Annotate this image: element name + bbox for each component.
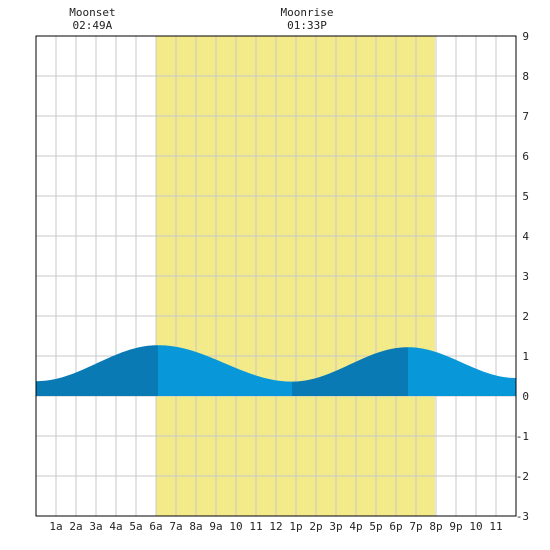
tide-falling-area [158, 345, 292, 396]
x-tick-label: 5a [129, 520, 142, 533]
y-tick-label: 2 [522, 310, 529, 323]
moon-event-time: 01:33P [287, 19, 327, 32]
x-tick-label: 2p [309, 520, 322, 533]
y-tick-label: 9 [522, 30, 529, 43]
x-tick-label: 11 [249, 520, 262, 533]
x-tick-label: 12 [269, 520, 282, 533]
x-tick-label: 9p [449, 520, 462, 533]
x-tick-label: 1a [49, 520, 62, 533]
tide-rising-area [292, 347, 408, 396]
y-tick-label: -1 [516, 430, 529, 443]
y-tick-label: -2 [516, 470, 529, 483]
y-tick-label: 1 [522, 350, 529, 363]
y-tick-label: 6 [522, 150, 529, 163]
moon-event-label: Moonset [69, 6, 115, 19]
tide-falling-area [408, 347, 516, 396]
x-tick-label: 10 [469, 520, 482, 533]
y-tick-label: 7 [522, 110, 529, 123]
x-tick-label: 4p [349, 520, 362, 533]
y-tick-label: 5 [522, 190, 529, 203]
x-tick-label: 7p [409, 520, 422, 533]
y-tick-labels: -3 -2 -1 0 1 2 3 4 5 6 7 8 9 [516, 30, 530, 523]
y-tick-label: -3 [516, 510, 529, 523]
x-tick-labels: 1a 2a 3a 4a 5a 6a 7a 8a 9a 10 11 12 1p 2p 3p 4p 5p 6p 7p 8p… [49, 520, 502, 533]
moon-event-label: Moonrise [281, 6, 334, 19]
grid-layer [36, 36, 516, 516]
x-tick-label: 9a [209, 520, 222, 533]
plot-frame [35, 35, 517, 517]
x-tick-label: 3p [329, 520, 342, 533]
x-tick-label: 10 [229, 520, 242, 533]
x-tick-label: 11 [489, 520, 502, 533]
x-tick-label: 2a [69, 520, 82, 533]
x-tick-label: 1p [289, 520, 302, 533]
y-tick-label: 0 [522, 390, 529, 403]
x-tick-label: 5p [369, 520, 382, 533]
tide-area-layer [36, 345, 516, 396]
x-tick-label: 6a [149, 520, 162, 533]
x-tick-label: 6p [389, 520, 402, 533]
plot-frame-layer [35, 35, 517, 517]
x-tick-label: 4a [109, 520, 122, 533]
y-tick-label: 8 [522, 70, 529, 83]
x-tick-label: 7a [169, 520, 182, 533]
x-tick-label: 8a [189, 520, 202, 533]
y-tick-label: 3 [522, 270, 529, 283]
x-tick-label: 3a [89, 520, 102, 533]
x-tick-label: 8p [429, 520, 442, 533]
tide-rising-area [36, 345, 158, 396]
moon-event-time: 02:49A [73, 19, 113, 32]
y-tick-label: 4 [522, 230, 529, 243]
